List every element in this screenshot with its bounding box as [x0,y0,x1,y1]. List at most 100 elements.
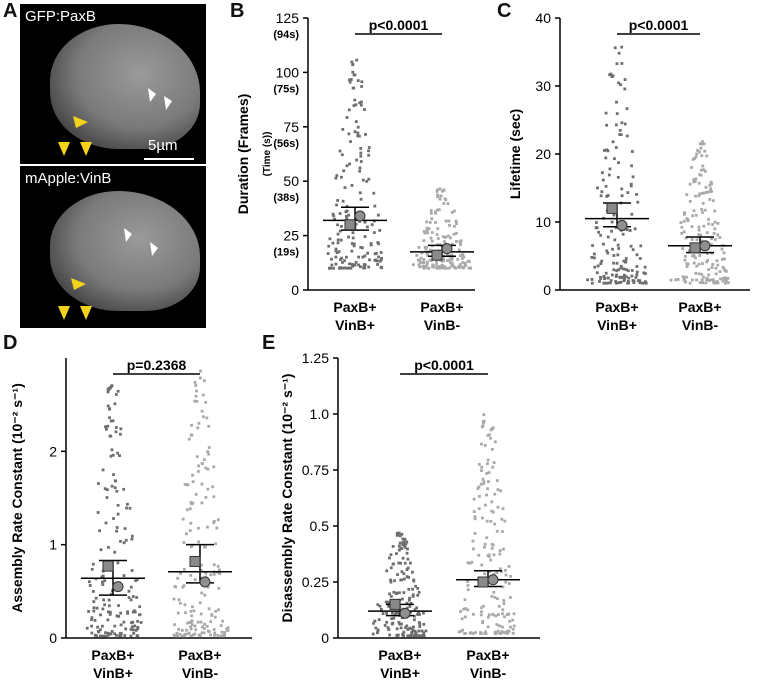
data-point [482,413,486,417]
data-point [188,507,192,511]
data-point [718,270,722,273]
data-point [428,258,432,262]
y-tick-label: 2 [49,443,57,459]
data-point [363,235,367,238]
data-point [191,605,194,609]
data-point [355,58,359,62]
data-point [180,628,184,632]
data-point [425,220,429,224]
data-point [713,227,717,231]
data-point [404,626,407,630]
data-point [418,625,422,629]
data-point [629,184,633,188]
data-point [359,245,363,249]
data-point [711,223,714,226]
data-point [186,483,190,487]
data-point [638,279,642,283]
data-point [698,150,702,154]
data-point [436,195,440,199]
data-point [104,521,108,525]
data-point [449,236,452,240]
replicate-mean-square [689,242,701,254]
data-point [700,239,704,243]
replicate-mean-square [477,576,489,588]
data-point [106,424,110,428]
data-point [450,253,454,257]
data-point [440,266,443,270]
data-point [206,629,210,633]
data-point [347,108,351,112]
data-point [635,273,639,277]
data-point [193,399,197,403]
data-point [124,627,128,631]
data-point [682,219,686,223]
data-point [216,571,220,574]
data-point [442,202,446,205]
arrowheads [58,228,158,320]
data-point [722,276,725,280]
data-point [102,634,106,638]
data-point [489,558,493,562]
data-point [617,268,620,272]
data-point [189,573,193,577]
data-point [206,585,210,589]
data-point [704,281,708,285]
data-point [390,611,394,615]
panel-label-d: D [3,332,18,354]
data-point [215,526,219,530]
data-point [418,258,421,262]
data-point [126,610,130,614]
data-point [395,627,399,631]
data-point [334,249,338,253]
data-point [503,630,506,634]
data-point [443,240,446,244]
data-point [629,244,633,248]
data-point [699,173,703,177]
data-point [455,231,458,235]
data-point [719,277,722,281]
data-point [480,442,483,446]
data-point [390,617,394,621]
x-tick-label: VinB+ [93,665,133,681]
data-point [711,199,715,203]
data-point [207,607,211,611]
data-point [614,275,618,278]
data-point [376,603,380,607]
data-point [696,148,700,152]
data-point [436,193,439,197]
data-point [494,632,498,635]
data-point [492,461,496,464]
data-point [104,631,107,635]
data-point [691,278,694,282]
data-point [615,62,619,66]
data-point [122,487,126,491]
data-point [400,532,404,536]
data-point [351,236,355,240]
data-point [463,632,466,635]
y-tick-label: 0 [49,630,57,646]
data-point [691,214,695,218]
data-point [438,265,441,268]
data-point [135,596,139,599]
data-point [619,266,623,270]
data-point [186,621,189,625]
data-point [91,562,95,566]
data-point [397,561,401,565]
data-point [220,630,224,634]
x-tick-label: PaxB+ [333,299,376,315]
data-point [697,262,701,266]
data-point [482,481,486,485]
data-point [722,251,726,255]
data-point [396,633,400,637]
data-point [683,280,687,284]
data-point [431,263,435,267]
data-point [430,217,434,221]
data-point [504,631,508,635]
data-point [602,281,606,285]
data-point [711,278,715,282]
data-point [119,432,122,436]
data-point [457,266,461,269]
data-point [715,281,719,285]
data-point [608,281,612,285]
data-point [714,266,718,270]
